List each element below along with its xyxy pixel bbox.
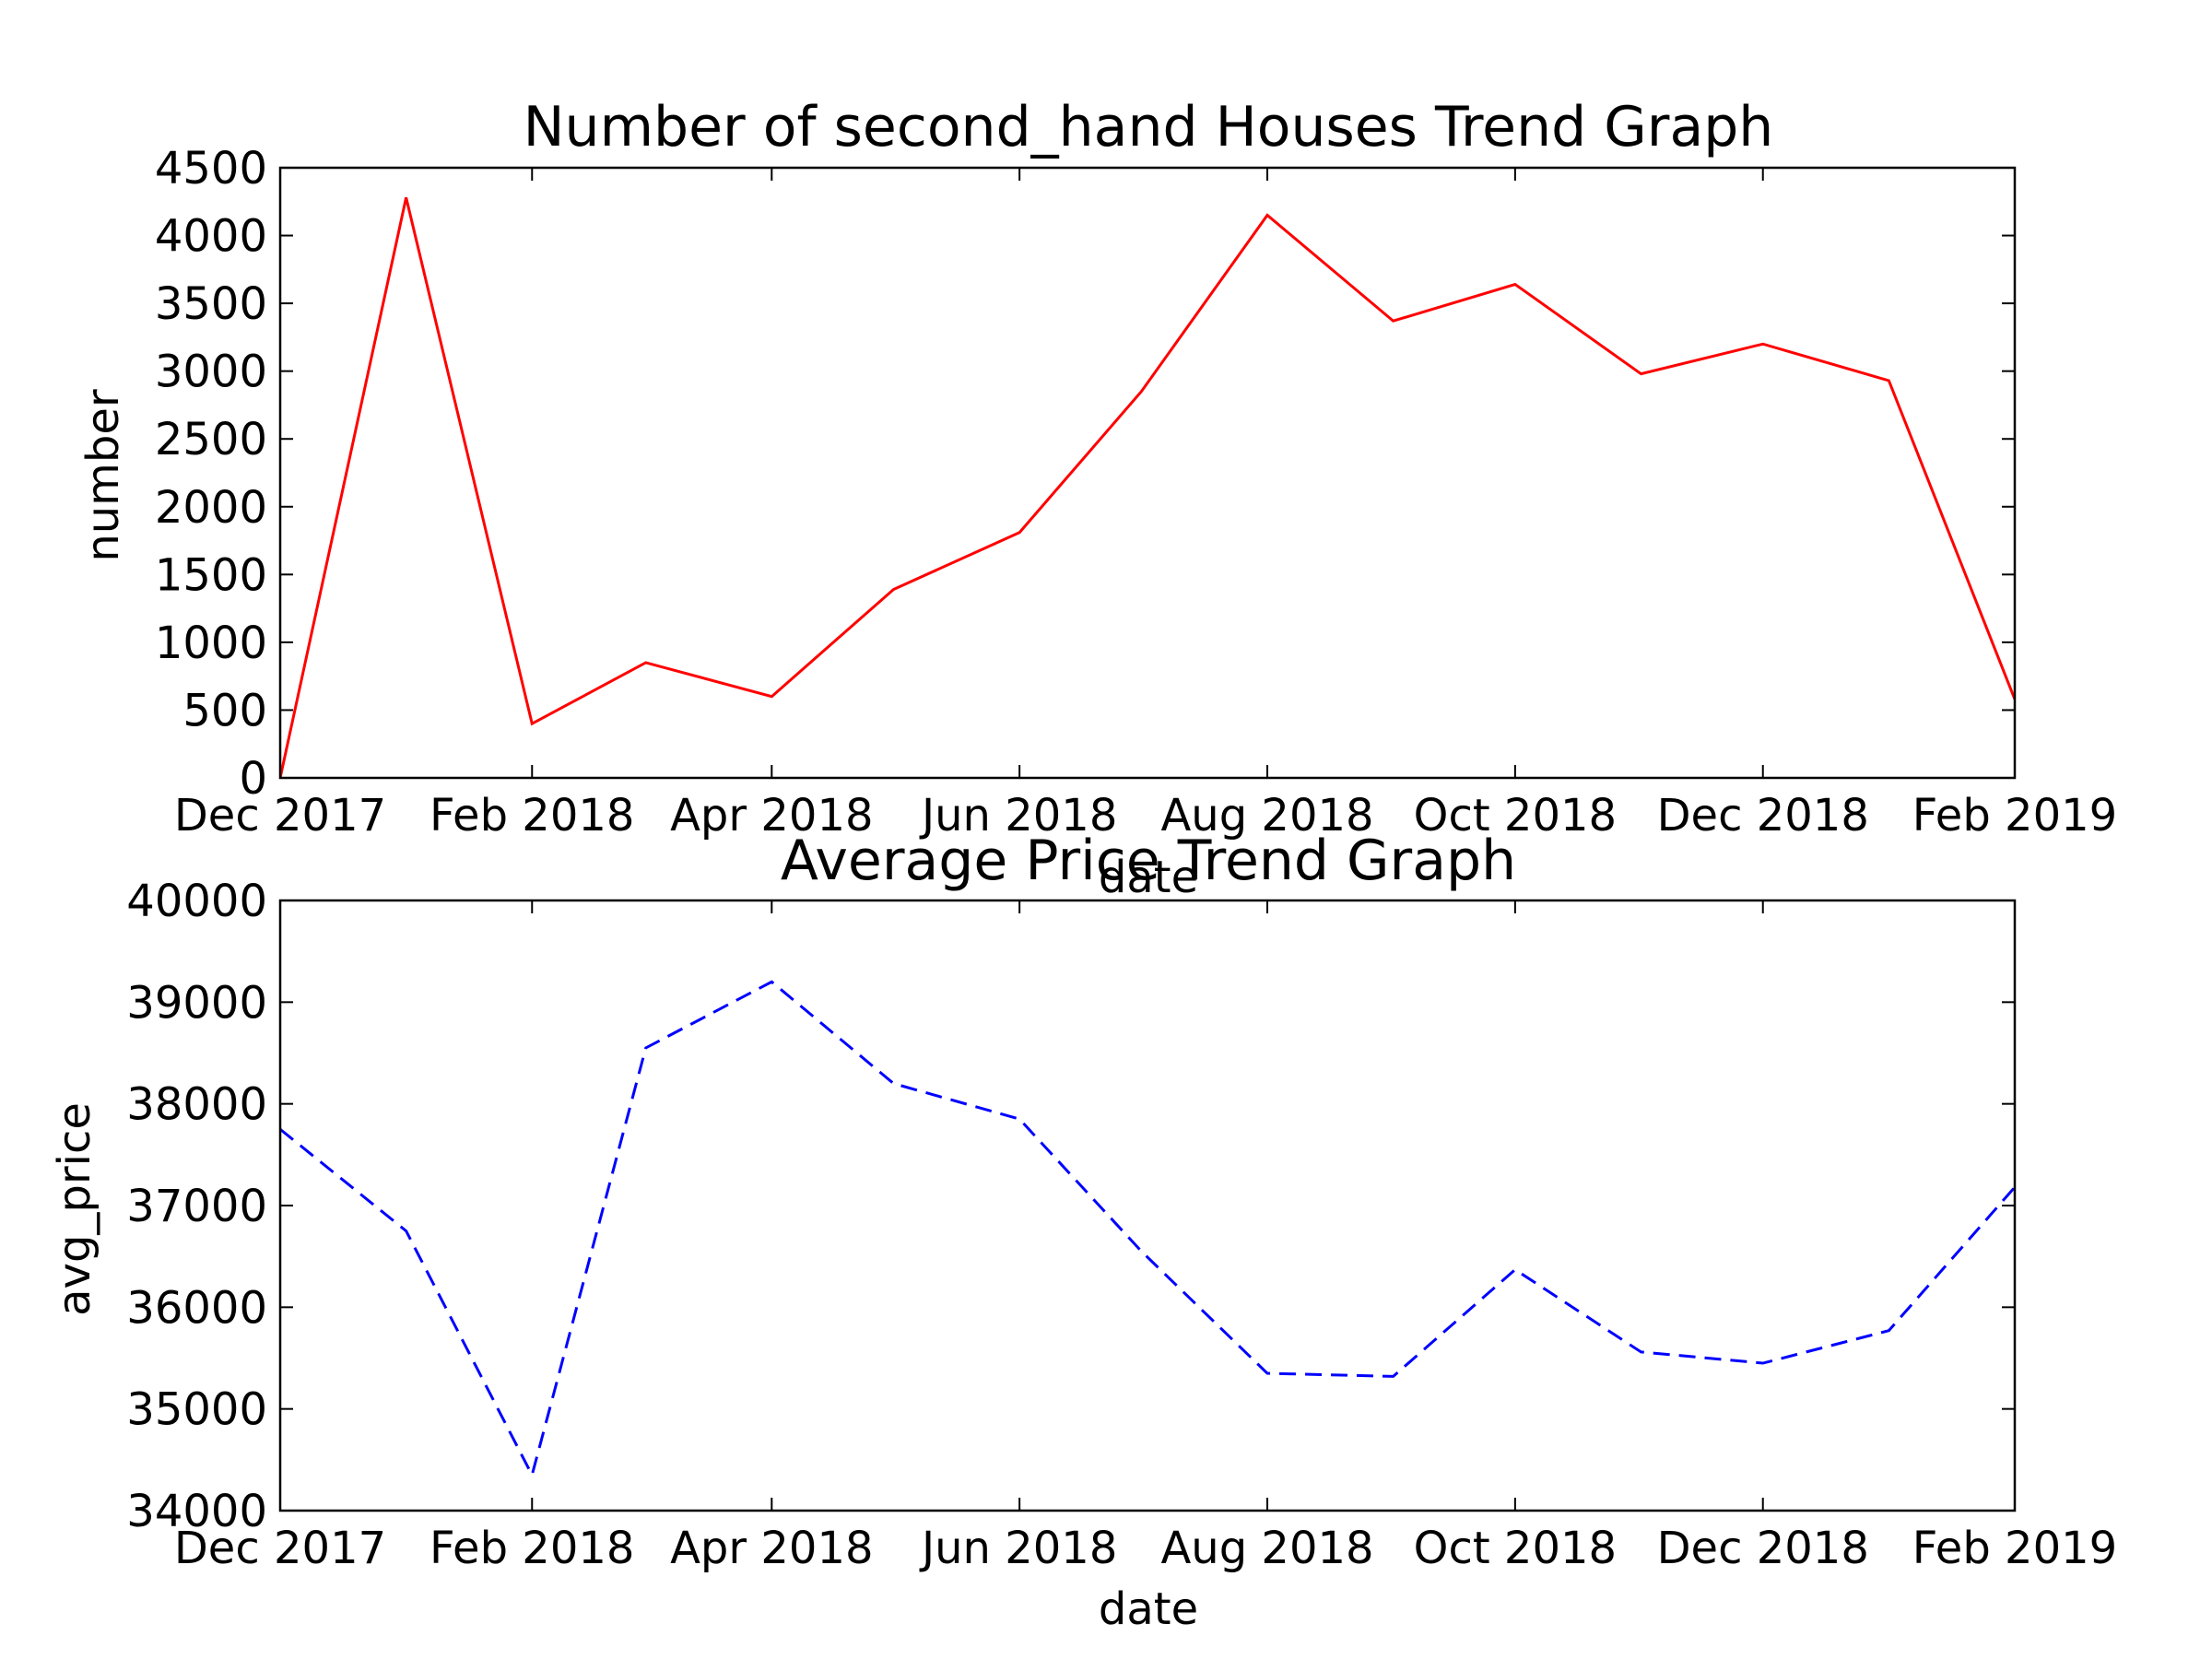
y-tick-label: 0 bbox=[239, 753, 267, 805]
x-tick-label: Aug 2018 bbox=[1160, 790, 1373, 841]
y-tick-label: 3500 bbox=[155, 278, 267, 330]
series-line-0 bbox=[280, 980, 2015, 1479]
chart-title: Number of second_hand Houses Trend Graph bbox=[524, 95, 1774, 159]
axes-frame bbox=[278, 166, 2017, 780]
y-tick-label: 37000 bbox=[126, 1181, 267, 1232]
y-tick-label: 39000 bbox=[126, 977, 267, 1029]
y-tick-label: 1000 bbox=[155, 618, 267, 669]
series-lines bbox=[280, 980, 2015, 1479]
chart-number-trend: Number of second_hand Houses Trend Graph… bbox=[77, 95, 2117, 903]
x-axis-label: date bbox=[1099, 1583, 1198, 1635]
y-tick-label: 500 bbox=[182, 685, 267, 736]
y-tick-label: 35000 bbox=[126, 1384, 267, 1436]
x-tick-label: Dec 2018 bbox=[1657, 1523, 1869, 1574]
x-tick-label: Feb 2019 bbox=[1912, 790, 2117, 841]
y-tick-label: 3000 bbox=[155, 347, 267, 398]
x-tick-label: Oct 2018 bbox=[1414, 1523, 1617, 1574]
x-tick-label: Feb 2018 bbox=[429, 790, 634, 841]
y-tick-label: 38000 bbox=[126, 1079, 267, 1131]
series-lines bbox=[280, 197, 2015, 778]
x-tick-label: Oct 2018 bbox=[1414, 790, 1617, 841]
y-tick-label: 4500 bbox=[155, 143, 267, 194]
x-tick-label: Jun 2018 bbox=[919, 1523, 1117, 1574]
x-axis-label: date bbox=[1099, 852, 1198, 903]
x-tick-labels: Dec 2017 Feb 2018 Apr 2018 Jun 2018 Aug 2018… bbox=[174, 790, 2117, 841]
x-tick-label: Apr 2018 bbox=[670, 790, 873, 841]
chart-title: Average Price Trend Graph bbox=[781, 829, 1516, 893]
y-tick-label: 1500 bbox=[155, 549, 267, 601]
x-tick-label: Dec 2018 bbox=[1657, 790, 1869, 841]
y-tick-label: 2000 bbox=[155, 482, 267, 534]
chart-avg-price-trend: Average Price Trend Graph 34000 35000 3600… bbox=[49, 829, 2117, 1635]
series-line-0 bbox=[280, 197, 2015, 778]
y-axis-label: number bbox=[77, 389, 129, 562]
axes-frame bbox=[278, 899, 2017, 1512]
x-tick-labels: Dec 2017 Feb 2018 Apr 2018 Jun 2018 Aug 2018… bbox=[174, 1523, 2117, 1574]
x-tick-label: Dec 2017 bbox=[174, 1523, 386, 1574]
x-tick-label: Dec 2017 bbox=[174, 790, 386, 841]
y-tick-label: 2500 bbox=[155, 414, 267, 465]
x-tick-label: Feb 2018 bbox=[429, 1523, 634, 1574]
y-tick-label: 36000 bbox=[126, 1282, 267, 1334]
x-tick-label: Aug 2018 bbox=[1160, 1523, 1373, 1574]
x-tick-label: Feb 2019 bbox=[1912, 1523, 2117, 1574]
y-tick-label: 40000 bbox=[126, 876, 267, 927]
y-tick-labels: 0 500 1000 1500 2000 2500 3000 3500 4000 4500 bbox=[155, 143, 267, 805]
y-tick-labels: 34000 35000 36000 37000 38000 39000 40000 bbox=[126, 876, 267, 1537]
x-tick-label: Jun 2018 bbox=[919, 790, 1117, 841]
x-tick-label: Apr 2018 bbox=[670, 1523, 873, 1574]
y-axis-label: avg_price bbox=[49, 1102, 100, 1316]
y-tick-label: 4000 bbox=[155, 211, 267, 263]
y-tick-label: 34000 bbox=[126, 1486, 267, 1537]
